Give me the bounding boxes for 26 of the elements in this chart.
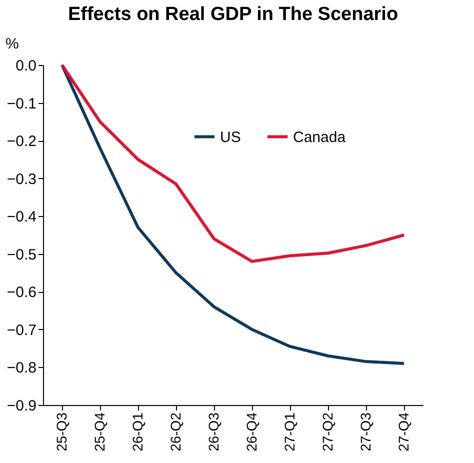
line-series xyxy=(60,64,406,263)
y-tick-label: −0.4 xyxy=(6,208,36,226)
x-tick-label: 27-Q4 xyxy=(396,412,412,452)
x-tick-label: 25-Q3 xyxy=(54,412,70,452)
y-tick-label: −0.8 xyxy=(6,360,36,377)
x-tick-label: 26-Q4 xyxy=(244,412,260,452)
chart-title: Effects on Real GDP in The Scenario xyxy=(68,4,398,25)
legend-label: Canada xyxy=(293,128,346,146)
y-axis-title: % xyxy=(6,36,19,52)
x-tick-label: 25-Q4 xyxy=(92,412,108,452)
y-tick-label: −0.2 xyxy=(6,133,36,150)
y-tick-label: −0.9 xyxy=(6,398,36,414)
line-series xyxy=(60,64,406,365)
x-tick-label: 27-Q2 xyxy=(320,412,336,452)
y-tick-label: −0.6 xyxy=(6,284,36,302)
legend-label: US xyxy=(220,128,241,146)
y-tick-label: −0.7 xyxy=(6,322,36,339)
x-tick-label: 27-Q1 xyxy=(282,412,298,452)
y-tick-label: −0.5 xyxy=(6,246,36,264)
x-tick-label: 27-Q3 xyxy=(358,412,374,452)
y-tick-label: −0.3 xyxy=(6,170,36,188)
y-tick-label: 0.0 xyxy=(16,58,36,74)
x-tick-label: 26-Q1 xyxy=(130,412,146,452)
y-tick-label: −0.1 xyxy=(6,95,36,112)
x-tick-label: 26-Q3 xyxy=(206,412,222,452)
x-tick-label: 26-Q2 xyxy=(168,412,184,452)
